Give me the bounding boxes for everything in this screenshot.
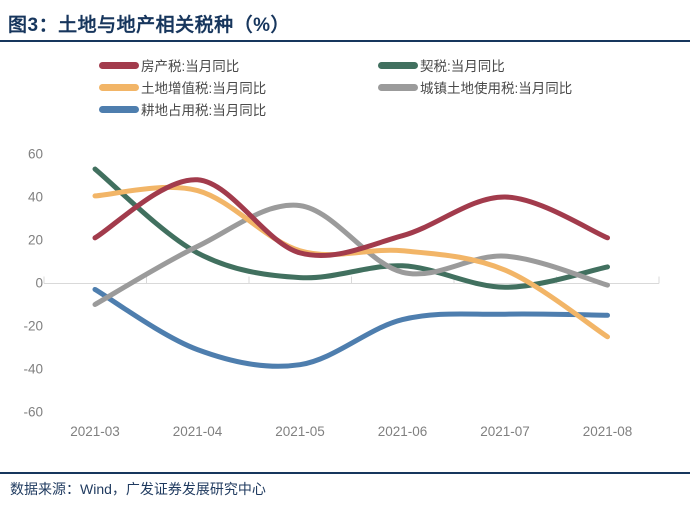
legend-swatch-property-tax bbox=[99, 61, 139, 69]
legend-label: 耕地占用税:当月同比 bbox=[141, 103, 267, 118]
series-line-property-tax bbox=[92, 177, 610, 259]
y-axis-label: 20 bbox=[28, 233, 43, 248]
x-axis-label: 2021-08 bbox=[583, 424, 633, 439]
x-axis-label: 2021-03 bbox=[70, 424, 120, 439]
legend-label: 房产税:当月同比 bbox=[141, 59, 240, 74]
series-line-urban-land-use-tax bbox=[92, 202, 610, 307]
x-axis-label: 2021-06 bbox=[378, 424, 428, 439]
series-line-deed-tax bbox=[92, 166, 610, 290]
y-axis-label: 0 bbox=[35, 276, 43, 291]
chart-legend-column-right: 契税:当月同比城镇土地使用税:当月同比 bbox=[378, 54, 572, 98]
chart-legend-column-left: 房产税:当月同比土地增值税:当月同比 耕地占用税:当月同比 bbox=[99, 54, 266, 120]
data-source: 数据来源：Wind，广发证券发展研究中心 bbox=[10, 481, 266, 497]
x-axis-label: 2021-04 bbox=[173, 424, 223, 439]
footer-divider bbox=[0, 472, 690, 474]
figure-title: 图3：土地与地产相关税种（%） bbox=[8, 15, 290, 36]
legend-item-deed-tax: 契税:当月同比 bbox=[378, 54, 572, 76]
legend-swatch-farmland-occupation-tax bbox=[99, 105, 139, 113]
legend-item-urban-land-use-tax: 城镇土地使用税:当月同比 bbox=[378, 76, 572, 98]
legend-item-land-appreciation-tax: 土地增值税:当月同比 bbox=[99, 76, 266, 98]
legend-label: 土地增值税:当月同比 bbox=[141, 81, 267, 96]
legend-swatch-deed-tax bbox=[378, 61, 418, 69]
legend-item-farmland-occupation-tax: 耕地占用税:当月同比 bbox=[99, 98, 266, 120]
y-axis-label: -60 bbox=[23, 405, 43, 420]
legend-label: 契税:当月同比 bbox=[420, 59, 505, 74]
y-axis-label: -20 bbox=[23, 319, 43, 334]
y-axis-label: 40 bbox=[28, 190, 43, 205]
legend-label: 城镇土地使用税:当月同比 bbox=[420, 81, 573, 96]
y-axis-label: -40 bbox=[23, 362, 43, 377]
series-line-farmland-occupation-tax bbox=[92, 286, 610, 369]
y-axis-label: 60 bbox=[28, 147, 43, 162]
x-axis-label: 2021-07 bbox=[480, 424, 530, 439]
legend-swatch-land-appreciation-tax bbox=[99, 83, 139, 91]
title-divider bbox=[0, 40, 690, 42]
legend-item-property-tax: 房产税:当月同比 bbox=[99, 54, 266, 76]
x-axis-label: 2021-05 bbox=[275, 424, 325, 439]
legend-swatch-urban-land-use-tax bbox=[378, 83, 418, 91]
